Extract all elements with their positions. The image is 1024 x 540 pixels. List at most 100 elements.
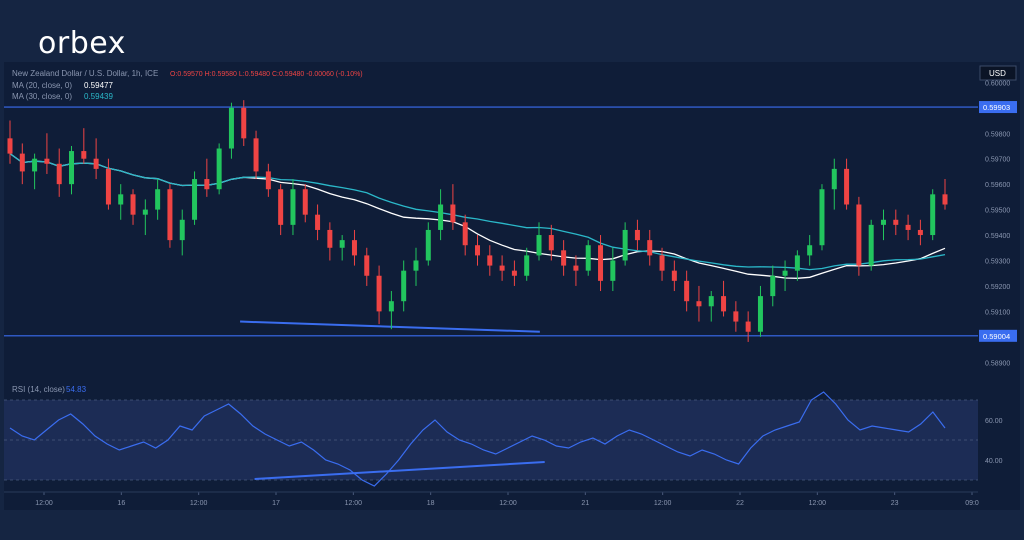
candle-body: [228, 107, 234, 149]
candle-body: [253, 138, 259, 172]
candle-body: [733, 311, 739, 322]
ma30-value: 0.59439: [84, 92, 113, 101]
candle-body: [844, 168, 850, 205]
candle-body: [69, 151, 75, 185]
candle-body: [265, 171, 271, 190]
candle-body: [413, 260, 419, 271]
candle-body: [880, 219, 886, 225]
candle-body: [573, 265, 579, 271]
candle-body: [376, 275, 382, 312]
candle-body: [757, 296, 763, 332]
price-tick-label: 0.58900: [985, 360, 1010, 367]
candle-body: [130, 194, 136, 215]
time-tick-label: 12:00: [345, 500, 363, 507]
candle-body: [364, 255, 370, 276]
level-price-label: 0.59903: [983, 103, 1010, 112]
candle-body: [388, 301, 394, 312]
currency-badge[interactable]: [979, 65, 1017, 81]
candle-body: [696, 301, 702, 307]
candle-body: [450, 204, 456, 223]
price-tick-label: 0.59400: [985, 233, 1010, 240]
price-tick-label: 0.59700: [985, 157, 1010, 164]
candle-body: [216, 148, 222, 190]
candle-body: [315, 214, 321, 230]
candle-body: [610, 260, 616, 281]
rsi-value: 54.83: [66, 385, 87, 394]
candle-body: [179, 219, 185, 241]
candle-body: [7, 138, 13, 154]
candle-body: [56, 163, 62, 185]
candle-body: [118, 194, 124, 205]
orbex-logo: orbex: [38, 26, 126, 61]
ohlc-readout: O:0.59570 H:0.59580 L:0.59480 C:0.59480 …: [170, 71, 363, 78]
chart-title: New Zealand Dollar / U.S. Dollar, 1h, IC…: [12, 69, 158, 78]
candle-body: [548, 235, 554, 251]
candle-body: [499, 265, 505, 271]
candle-body: [930, 194, 936, 236]
candle-body: [155, 189, 161, 210]
candle-body: [105, 168, 111, 205]
time-tick-label: 09:0: [965, 500, 979, 507]
candle-body: [32, 158, 38, 172]
time-tick-label: 12:00: [499, 500, 517, 507]
candle-body: [142, 209, 148, 215]
candle-body: [462, 222, 468, 246]
candle-body: [598, 245, 604, 281]
price-tick-label: 0.59600: [985, 182, 1010, 189]
candle-body: [192, 179, 198, 220]
level-price-badge: [979, 329, 1017, 342]
candle-body: [302, 189, 308, 215]
candle-body: [659, 255, 665, 271]
candle-body: [721, 296, 727, 312]
price-tick-label: 0.59200: [985, 284, 1010, 291]
candle-body: [684, 280, 690, 302]
time-tick-label: 12:00: [35, 500, 53, 507]
candle-body: [905, 224, 911, 230]
candle-body: [19, 153, 25, 172]
time-tick-label: 12:00: [190, 500, 208, 507]
time-tick-label: 18: [427, 500, 435, 507]
ma30-label: MA (30, close, 0): [12, 92, 72, 101]
candle-body: [807, 245, 813, 256]
rsi-tick-label: 60.00: [985, 418, 1003, 425]
candle-body: [425, 229, 431, 261]
candle-body: [487, 255, 493, 266]
candle-body: [81, 151, 87, 159]
candle-body: [93, 158, 99, 169]
candle-body: [339, 240, 345, 248]
candle-body: [290, 189, 296, 225]
candle-body: [241, 107, 247, 139]
candle-body: [745, 321, 751, 332]
candle-body: [351, 240, 357, 256]
candle-body: [327, 229, 333, 248]
candle-body: [893, 219, 899, 225]
time-tick-label: 16: [117, 500, 125, 507]
candle-body: [524, 255, 530, 276]
ma20-value: 0.59477: [84, 81, 113, 90]
candle-body: [438, 204, 444, 230]
level-price-label: 0.59004: [983, 332, 1010, 341]
candle-body: [794, 255, 800, 271]
time-tick-label: 12:00: [809, 500, 827, 507]
price-tick-label: 0.59300: [985, 258, 1010, 265]
ma20-label: MA (20, close, 0): [12, 81, 72, 90]
time-tick-label: 12:00: [654, 500, 672, 507]
candle-body: [167, 189, 173, 241]
rsi-line: [9, 391, 946, 487]
candle-body: [647, 240, 653, 256]
candle-body: [917, 229, 923, 236]
time-tick-label: 22: [736, 500, 744, 507]
candle-body: [770, 275, 776, 297]
candle-body: [585, 245, 591, 271]
candle-body: [401, 270, 407, 302]
candle-body: [868, 224, 874, 266]
candle-body: [831, 168, 837, 190]
time-tick-label: 21: [581, 500, 589, 507]
candle-body: [204, 179, 210, 190]
candle-body: [561, 250, 567, 266]
price-tick-label: 0.59800: [985, 131, 1010, 138]
candle-body: [278, 189, 284, 225]
rsi-label: RSI (14, close): [12, 385, 65, 394]
